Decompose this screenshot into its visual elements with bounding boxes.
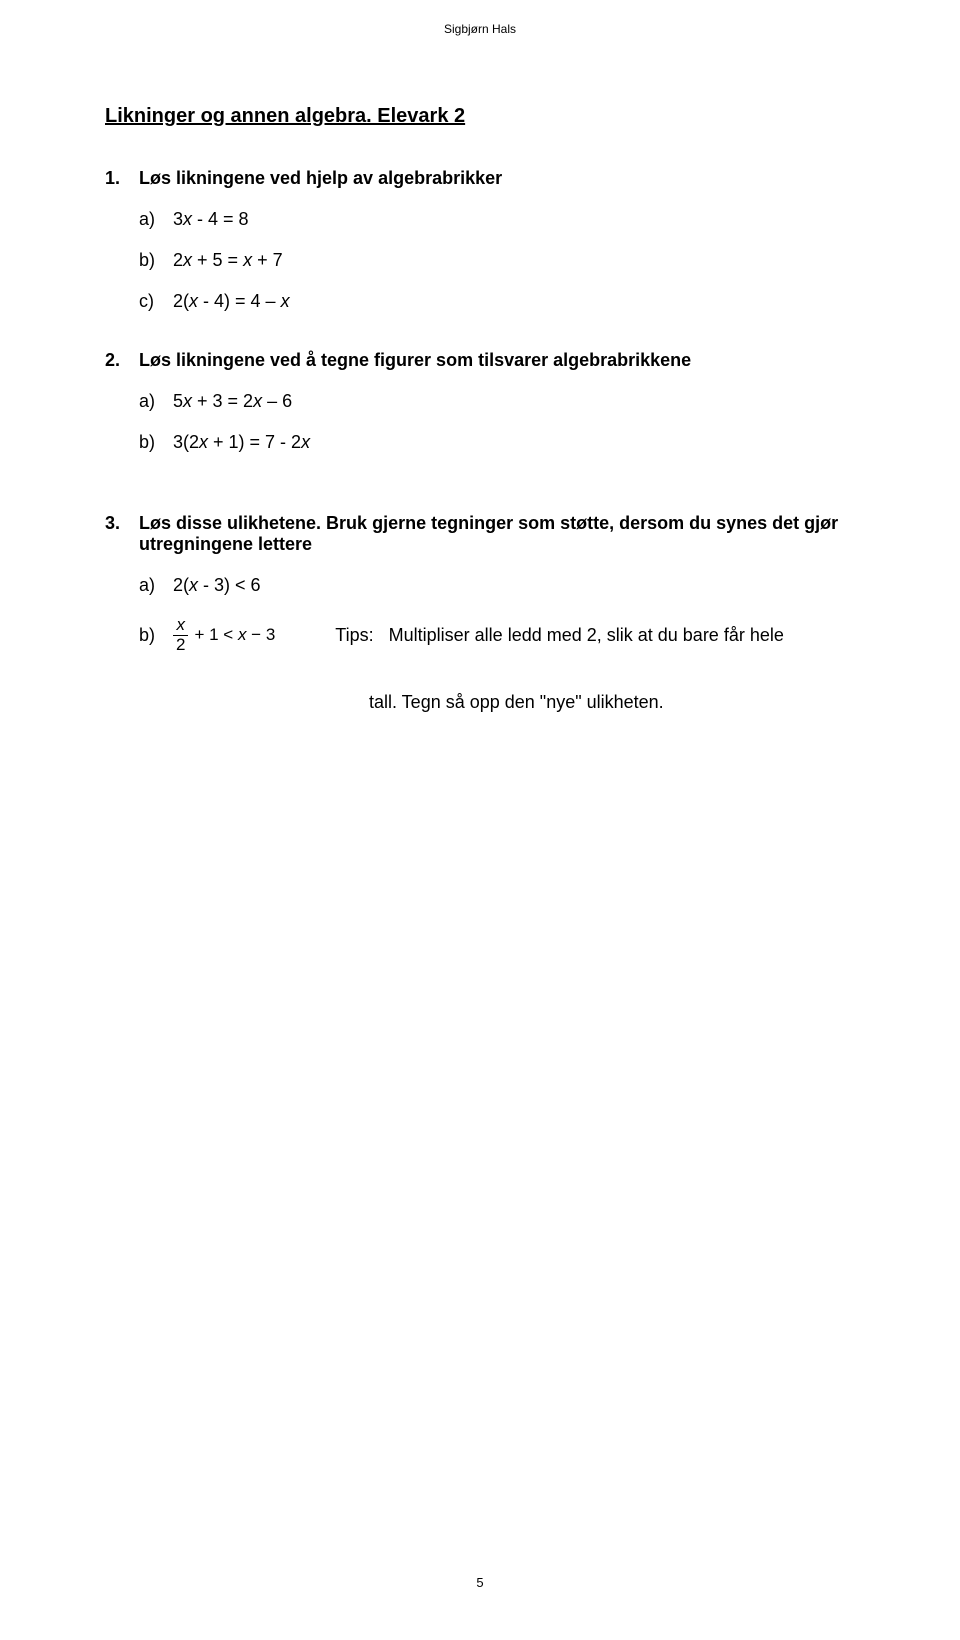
sub-letter: b) [139,432,169,453]
problem-3: 3. Løs disse ulikhetene. Bruk gjerne teg… [105,513,855,713]
expr-part: - 3) < 6 [198,575,261,595]
expr-var: x [183,250,192,270]
problem-number: 1. [105,168,139,189]
problem-1a: a) 3x - 4 = 8 [139,209,855,230]
tips-continuation-wrap: tall. Tegn så opp den "nye" ulikheten. [169,674,855,713]
page-content: Likninger og annen algebra. Elevark 2 1.… [105,105,855,751]
problem-2-prompt: 2. Løs likningene ved å tegne figurer so… [105,350,855,371]
expr-part: - 4 = 8 [192,209,249,229]
expr-part: 3(2 [173,432,199,452]
problem-text: Løs disse ulikhetene. Bruk gjerne tegnin… [139,513,855,555]
expr-part: 2( [173,291,189,311]
expr-part: - 4) = 4 – [198,291,281,311]
problem-1: 1. Løs likningene ved hjelp av algebrabr… [105,168,855,312]
page-number: 5 [0,1575,960,1590]
expr-var: x [183,391,192,411]
expr-part: – 6 [262,391,292,411]
sub-letter: c) [139,291,169,312]
sub-expression: 3x - 4 = 8 [169,209,249,230]
expr-var: x [253,391,262,411]
expr-part: + 5 = [192,250,243,270]
expr-var: x [183,209,192,229]
problem-2b: b) 3(2x + 1) = 7 - 2x [139,432,855,453]
expr-rest: + 1 < x − 3 [194,625,275,645]
expr-part: + 7 [252,250,283,270]
problem-1-items: a) 3x - 4 = 8 b) 2x + 5 = x + 7 c) 2(x -… [139,209,855,312]
expr-var: x [281,291,290,311]
expr-part: 2( [173,575,189,595]
sub-letter: b) [139,625,169,646]
problem-text: Løs likningene ved å tegne figurer som t… [139,350,691,371]
problem-3a: a) 2(x - 3) < 6 [139,575,855,596]
tips-block: Tips: Multipliser alle ledd med 2, slik … [335,625,784,646]
expr-part: + 3 = 2 [192,391,253,411]
sub-letter: b) [139,250,169,271]
tips-text: Multipliser alle ledd med 2, slik at du … [389,625,784,645]
problem-3-items: a) 2(x - 3) < 6 b) x 2 + 1 < x − 3 Tips:… [139,575,855,713]
problem-number: 2. [105,350,139,371]
page-title: Likninger og annen algebra. Elevark 2 [105,105,855,128]
tips-label: Tips: [335,625,373,645]
fraction-denominator: 2 [173,636,188,655]
problem-2-items: a) 5x + 3 = 2x – 6 b) 3(2x + 1) = 7 - 2x [139,391,855,453]
expr-part: + 1 < [194,625,237,644]
problem-3b: b) x 2 + 1 < x − 3 Tips: Multipliser all… [139,616,855,654]
sub-letter: a) [139,209,169,230]
expr-var: x [199,432,208,452]
tips-line2: tall. Tegn så opp den "nye" ulikheten. [369,692,664,713]
expr-part: + 1) = 7 - 2 [208,432,301,452]
sub-expression: 2(x - 3) < 6 [169,575,261,596]
expr-part: − 3 [246,625,275,644]
sub-expression: x 2 + 1 < x − 3 [169,616,275,654]
expr-part: 3 [173,209,183,229]
expr-part: 5 [173,391,183,411]
problem-3-prompt: 3. Løs disse ulikhetene. Bruk gjerne teg… [105,513,855,555]
problem-text: Løs likningene ved hjelp av algebrabrikk… [139,168,502,189]
problem-1b: b) 2x + 5 = x + 7 [139,250,855,271]
sub-expression: 5x + 3 = 2x – 6 [169,391,292,412]
problem-1-prompt: 1. Løs likningene ved hjelp av algebrabr… [105,168,855,189]
header-author: Sigbjørn Hals [0,22,960,36]
problem-1c: c) 2(x - 4) = 4 – x [139,291,855,312]
expr-var: x [301,432,310,452]
problem-2a: a) 5x + 3 = 2x – 6 [139,391,855,412]
fraction: x 2 [173,616,188,654]
fraction-numerator: x [173,616,188,636]
sub-expression: 2x + 5 = x + 7 [169,250,283,271]
sub-letter: a) [139,575,169,596]
expr-var: x [189,575,198,595]
sub-letter: a) [139,391,169,412]
problem-number: 3. [105,513,139,534]
sub-expression: 3(2x + 1) = 7 - 2x [169,432,310,453]
sub-expression: 2(x - 4) = 4 – x [169,291,290,312]
expr-part: 2 [173,250,183,270]
expr-var: x [189,291,198,311]
problem-2: 2. Løs likningene ved å tegne figurer so… [105,350,855,453]
expr-var: x [243,250,252,270]
